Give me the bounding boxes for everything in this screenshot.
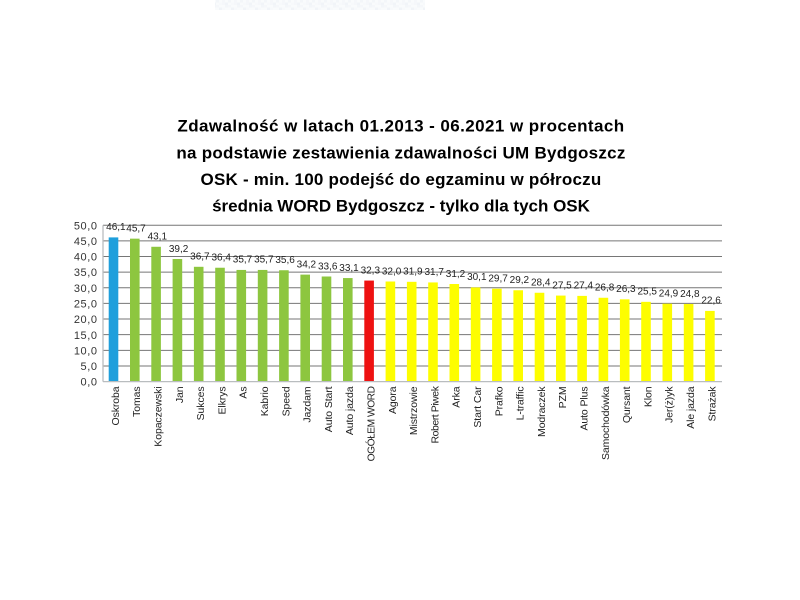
svg-text:Klon: Klon bbox=[642, 386, 654, 407]
svg-text:OSK - min. 100 podejść do egza: OSK - min. 100 podejść do egzaminu w pół… bbox=[201, 170, 602, 189]
svg-text:24,8: 24,8 bbox=[680, 289, 700, 300]
svg-text:28,4: 28,4 bbox=[531, 278, 551, 289]
svg-text:0,0: 0,0 bbox=[81, 377, 98, 389]
svg-text:PZM: PZM bbox=[557, 387, 569, 409]
svg-text:Start Car: Start Car bbox=[472, 386, 484, 428]
svg-text:33,1: 33,1 bbox=[339, 263, 359, 274]
svg-text:30,0: 30,0 bbox=[74, 283, 98, 295]
svg-text:L-traffic: L-traffic bbox=[515, 387, 527, 421]
svg-text:25,5: 25,5 bbox=[637, 287, 657, 298]
svg-text:Kopaczewski: Kopaczewski bbox=[153, 387, 165, 447]
svg-text:Auto Start: Auto Start bbox=[323, 386, 335, 432]
svg-text:Arka: Arka bbox=[451, 386, 463, 407]
svg-text:OGÓŁEM WORD: OGÓŁEM WORD bbox=[365, 386, 378, 461]
svg-text:Oskroba: Oskroba bbox=[110, 386, 122, 425]
svg-text:15,0: 15,0 bbox=[74, 330, 98, 342]
svg-text:As: As bbox=[238, 387, 250, 399]
svg-text:22,6: 22,6 bbox=[701, 296, 721, 307]
svg-text:Prafko: Prafko bbox=[493, 386, 505, 416]
svg-text:35,6: 35,6 bbox=[275, 255, 295, 266]
svg-text:Auto Plus: Auto Plus bbox=[579, 387, 591, 431]
svg-text:Kabrio: Kabrio bbox=[259, 386, 271, 416]
svg-text:Jan: Jan bbox=[174, 386, 186, 403]
svg-text:35,7: 35,7 bbox=[254, 255, 274, 266]
svg-text:Sukces: Sukces bbox=[195, 387, 207, 421]
svg-text:30,1: 30,1 bbox=[467, 272, 487, 283]
svg-text:45,7: 45,7 bbox=[126, 224, 146, 235]
svg-text:35,0: 35,0 bbox=[74, 267, 98, 279]
svg-text:31,2: 31,2 bbox=[446, 269, 466, 280]
svg-text:Qursant: Qursant bbox=[621, 386, 633, 423]
svg-text:40,0: 40,0 bbox=[74, 252, 98, 264]
svg-text:27,5: 27,5 bbox=[552, 280, 572, 291]
svg-text:Mistrzowie: Mistrzowie bbox=[408, 386, 420, 435]
svg-text:29,2: 29,2 bbox=[510, 275, 530, 286]
svg-text:46,1: 46,1 bbox=[106, 222, 126, 233]
svg-text:5,0: 5,0 bbox=[81, 361, 98, 373]
svg-text:36,4: 36,4 bbox=[211, 253, 231, 264]
svg-text:50,0: 50,0 bbox=[74, 220, 98, 232]
svg-text:29,7: 29,7 bbox=[488, 274, 508, 285]
svg-text:31,7: 31,7 bbox=[424, 267, 444, 278]
svg-text:36,7: 36,7 bbox=[190, 252, 210, 263]
svg-text:Auto jazda: Auto jazda bbox=[344, 386, 356, 435]
svg-text:45,0: 45,0 bbox=[74, 236, 98, 248]
svg-text:33,6: 33,6 bbox=[318, 261, 338, 272]
svg-text:26,3: 26,3 bbox=[616, 284, 636, 295]
svg-text:Speed: Speed bbox=[280, 386, 292, 416]
svg-text:na podstawie zestawienia zdawa: na podstawie zestawienia zdawalności UM … bbox=[176, 144, 625, 163]
svg-text:24,9: 24,9 bbox=[659, 289, 679, 300]
svg-text:Elkrys: Elkrys bbox=[216, 387, 228, 415]
svg-text:35,7: 35,7 bbox=[233, 255, 253, 266]
svg-text:34,2: 34,2 bbox=[297, 259, 317, 270]
svg-text:43,1: 43,1 bbox=[148, 232, 168, 243]
svg-text:31,9: 31,9 bbox=[403, 267, 423, 278]
svg-text:32,0: 32,0 bbox=[382, 266, 402, 277]
svg-text:Jer(ż)yk: Jer(ż)yk bbox=[664, 386, 676, 423]
svg-text:Robert Piwek: Robert Piwek bbox=[429, 385, 441, 443]
svg-text:26,8: 26,8 bbox=[595, 283, 615, 294]
svg-text:Samochodówka: Samochodówka bbox=[600, 386, 612, 460]
svg-text:25,0: 25,0 bbox=[74, 299, 98, 311]
svg-text:Tomas: Tomas bbox=[131, 387, 143, 417]
svg-text:Zdawalność w latach 01.2013 -: Zdawalność w latach 01.2013 - 06.2021 w … bbox=[177, 117, 624, 136]
svg-text:Jazdam: Jazdam bbox=[302, 386, 314, 423]
svg-text:20,0: 20,0 bbox=[74, 314, 98, 326]
svg-text:27,4: 27,4 bbox=[574, 281, 594, 292]
svg-text:Strażak: Strażak bbox=[706, 386, 718, 422]
svg-text:średnia WORD Bydgoszcz - tylko: średnia WORD Bydgoszcz - tylko dla tych … bbox=[212, 197, 591, 216]
svg-text:Agora: Agora bbox=[387, 386, 399, 414]
svg-text:10,0: 10,0 bbox=[74, 345, 98, 357]
svg-text:39,2: 39,2 bbox=[169, 244, 189, 255]
svg-text:Modraczek: Modraczek bbox=[536, 386, 548, 437]
svg-text:Ale jazda: Ale jazda bbox=[685, 386, 697, 429]
svg-text:32,3: 32,3 bbox=[361, 265, 381, 276]
